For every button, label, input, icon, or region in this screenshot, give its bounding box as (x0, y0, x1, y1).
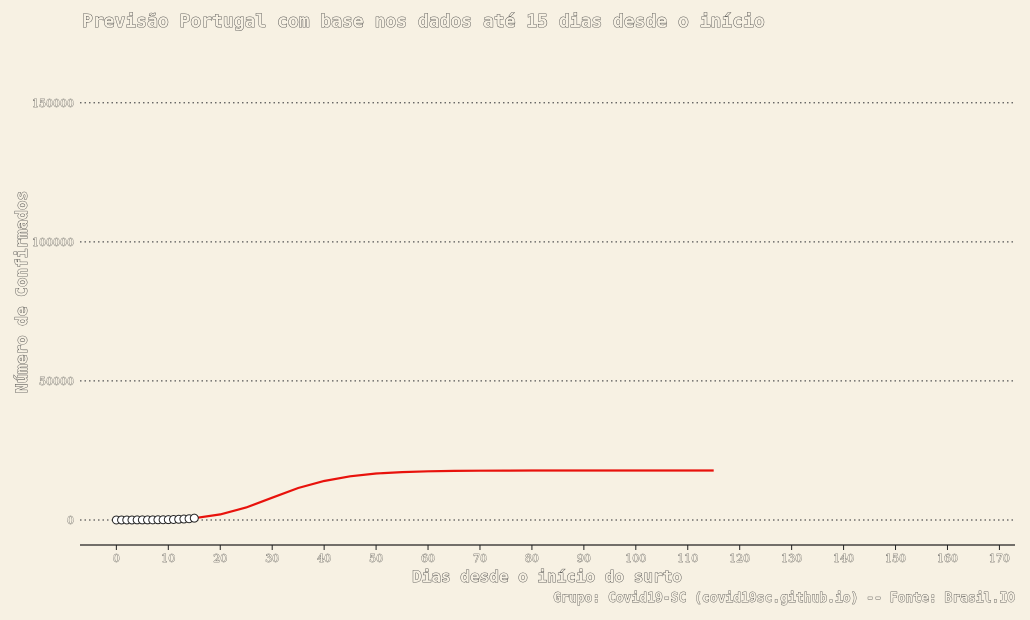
axes: 0 50000 100000 150000 0 10 20 30 40 50 60 70 80 90 100… (32, 96, 1015, 565)
x-tick-label: 10 (161, 552, 175, 565)
gridlines (80, 102, 1015, 521)
x-tick-label: 110 (677, 552, 698, 565)
x-tick-label: 100 (625, 552, 646, 565)
x-tick-label: 90 (577, 552, 591, 565)
data-series (111, 469, 714, 525)
x-tick-label: 80 (525, 552, 539, 565)
x-tick-label: 140 (833, 552, 854, 565)
x-tick-label: 170 (989, 552, 1010, 565)
x-tick-label: 120 (729, 552, 750, 565)
x-tick-label: 0 (113, 552, 120, 565)
x-tick-label: 20 (213, 552, 227, 565)
y-tick-label: 100000 (32, 236, 74, 249)
x-tick-label: 40 (317, 552, 331, 565)
x-tick-label: 50 (369, 552, 383, 565)
x-tick-label: 160 (937, 552, 958, 565)
caption-source: Grupo: Covid19-SC (covid19sc.github.io) … (553, 591, 1015, 606)
x-tick-label: 70 (473, 552, 487, 565)
forecast-line (194, 469, 714, 520)
y-tick-label: 150000 (32, 97, 74, 110)
x-tick-label: 150 (885, 552, 906, 565)
x-tick-label: 60 (421, 552, 435, 565)
y-axis-label: Número de Confirmados (12, 191, 31, 393)
x-axis-label: Dias desde o início do surto (412, 567, 682, 586)
chart-title: Previsão Portugal com base nos dados até… (82, 11, 765, 32)
x-tick-label: 30 (265, 552, 279, 565)
y-tick-label: 0 (67, 514, 74, 527)
x-tick-label: 130 (781, 552, 802, 565)
observed-point (189, 513, 199, 523)
y-tick-label: 50000 (39, 375, 74, 388)
